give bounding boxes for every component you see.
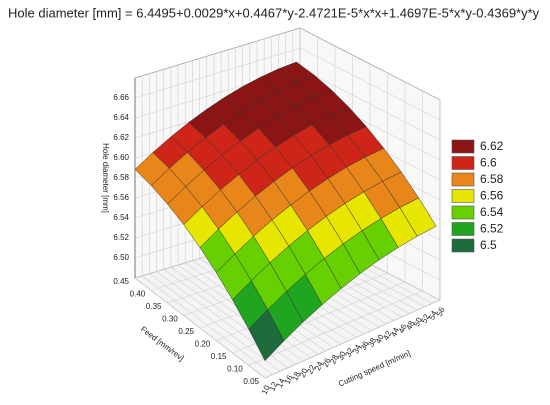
x-tick-label: 32 — [343, 346, 355, 358]
y-tick-label: 0.25 — [178, 327, 194, 336]
x-tick-label: 20 — [298, 366, 310, 378]
z-tick-label: 6.64 — [113, 113, 129, 122]
grid-line — [248, 290, 423, 366]
legend-label: 6.58 — [480, 172, 504, 186]
x-tick-label: 50 — [412, 316, 424, 328]
y-tick-label: 0.05 — [243, 377, 259, 386]
z-tick-label: 6.56 — [113, 193, 129, 202]
x-tick-label: 10 — [260, 383, 272, 395]
legend-label: 6.5 — [480, 238, 497, 252]
x-tick-label: 52 — [420, 312, 432, 324]
legend-swatch — [451, 139, 475, 154]
legend-swatch — [451, 238, 475, 253]
legend-label: 6.54 — [480, 205, 504, 219]
z-tick-label: 6.58 — [113, 173, 129, 182]
legend-swatch — [451, 156, 475, 170]
surface-cell — [248, 309, 285, 362]
z-tick-label: 6.50 — [113, 253, 129, 262]
chart-title: Hole diameter [mm] = 6.4495+0.0029*x+0.4… — [8, 5, 540, 20]
z-tick-label: 6.62 — [113, 133, 129, 142]
y-tick-label: 0.10 — [227, 365, 243, 374]
x-tick-label: 48 — [404, 319, 416, 331]
x-tick-label: 30 — [336, 350, 348, 362]
x-tick-label: 42 — [382, 329, 394, 341]
x-tick-label: 34 — [351, 343, 363, 355]
legend-swatch — [451, 205, 475, 220]
x-tick-label: 28 — [328, 353, 340, 365]
legend-label: 6.6 — [480, 156, 497, 170]
legend-label: 6.62 — [480, 139, 504, 153]
x-tick-label: 24 — [313, 360, 325, 372]
grid-line — [134, 47, 301, 99]
y-tick-label: 0.15 — [211, 352, 227, 361]
x-tick-label: 18 — [290, 370, 302, 382]
x-tick-label: 36 — [359, 339, 371, 351]
y-tick-label: 0.35 — [146, 302, 162, 311]
x-tick-label: 16 — [283, 373, 295, 385]
x-tick-label: 54 — [427, 309, 439, 321]
legend-swatch — [451, 222, 475, 236]
x-tick-label: 56 — [435, 305, 447, 317]
z-tick-label: 6.60 — [113, 153, 129, 162]
x-tick-label: 12 — [267, 380, 279, 392]
x-tick-label: 40 — [374, 333, 386, 345]
grid-line — [264, 299, 441, 379]
z-axis-title: Hole diameter [mm] — [101, 143, 110, 213]
x-tick-label: 46 — [397, 322, 409, 334]
legend-label: 6.56 — [480, 189, 504, 203]
y-tick-label: 0.40 — [130, 290, 146, 299]
x-tick-label: 38 — [366, 336, 378, 348]
x-tick-label: 22 — [305, 363, 317, 375]
x-tick-label: 26 — [321, 356, 333, 368]
x-tick-label: 44 — [389, 326, 401, 338]
legend-swatch — [451, 189, 475, 203]
legend-swatch — [451, 172, 475, 187]
z-tick-label: 6.54 — [113, 213, 129, 222]
y-tick-label: 0.20 — [195, 340, 211, 349]
z-tick-label: 6.52 — [113, 233, 129, 242]
z-tick-label: 6.66 — [113, 93, 129, 102]
y-tick-label: 0.30 — [162, 315, 178, 324]
legend-label: 6.52 — [480, 222, 504, 236]
x-tick-label: 14 — [275, 377, 287, 389]
y-tick-label: 0.45 — [113, 277, 129, 286]
